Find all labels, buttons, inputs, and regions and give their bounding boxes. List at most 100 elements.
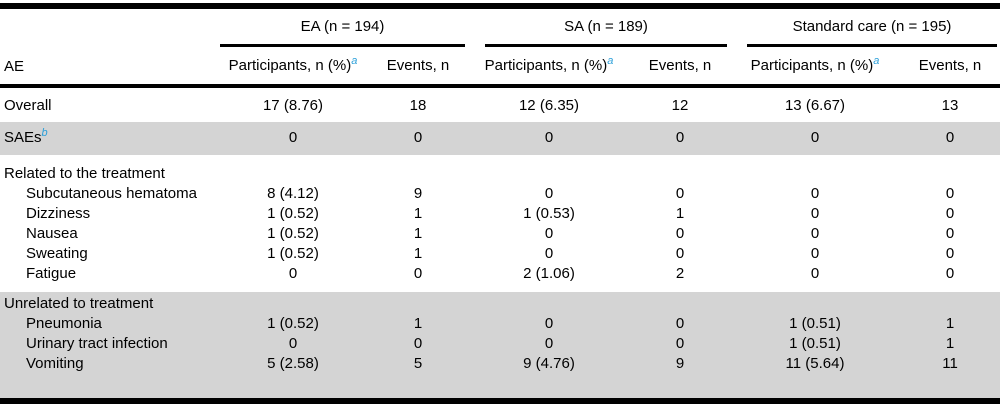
cell-value: 0 [288, 265, 298, 282]
cell-value: 5 (2.58) [218, 354, 368, 402]
cell-value: 9 (4.76) [468, 354, 630, 402]
row-label: Sweating [26, 245, 88, 262]
cell-value: 0 [368, 334, 468, 354]
table-row: Overall 17 (8.76) 18 12 (6.35) 12 13 (6.67) 13 [0, 86, 1000, 122]
row-label: Pneumonia [0, 314, 218, 334]
footnote-marker-a: a [607, 55, 614, 67]
cell-value: 9 [413, 185, 423, 202]
group-header-label: SA (n = 189) [485, 17, 727, 47]
cell-value: 0 [675, 225, 685, 242]
row-label: Unrelated to treatment [0, 284, 218, 314]
row-label: Subcutaneous hematoma [26, 185, 197, 202]
cell-value: 1 (0.52) [267, 205, 319, 222]
cell-value: 0 [730, 122, 900, 155]
cell-value: 0 [810, 185, 820, 202]
row-label: Related to the treatment [4, 165, 165, 182]
cell-value [368, 155, 468, 184]
group-header-label: EA (n = 194) [220, 17, 465, 47]
cell-value: 12 (6.35) [518, 97, 580, 114]
cell-value [900, 155, 1000, 184]
cell-value: 1 [413, 245, 423, 262]
cell-value: 2 [675, 265, 685, 282]
footnote-marker-b: b [41, 127, 48, 139]
cell-value: 0 [630, 334, 730, 354]
cell-value: 1 [368, 314, 468, 334]
cell-value: 1 [413, 225, 423, 242]
cell-value [368, 284, 468, 314]
subheader-participants-0: Participants, n (%)a [218, 47, 368, 88]
cell-value: 11 (5.64) [730, 354, 900, 402]
cell-value: 0 [810, 245, 820, 262]
subheader-events-1: Events, n [630, 47, 730, 88]
group-header-2: Standard care (n = 195) [730, 6, 1000, 47]
footnote-marker-a: a [873, 55, 880, 67]
table-section-0: Overall 17 (8.76) 18 12 (6.35) 12 13 (6.67) 13 [0, 86, 1000, 122]
row-label: Dizziness [26, 205, 91, 222]
cell-value [730, 284, 900, 314]
row-label: Vomiting [0, 354, 218, 402]
cell-value: 1 (0.53) [523, 205, 575, 222]
cell-value: 1 (0.51) [730, 334, 900, 354]
subheader-participants-2: Participants, n (%)a [730, 47, 900, 88]
cell-value: 12 [671, 97, 689, 114]
cell-value: 2 (1.06) [523, 265, 575, 282]
table-row: Pneumonia 1 (0.52) 1 0 0 1 (0.51) 1 [0, 314, 1000, 334]
cell-value: 0 [544, 245, 554, 262]
subheader-participants-1: Participants, n (%)a [468, 47, 630, 88]
table-section-3: Unrelated to treatment Pneumonia 1 (0.52) 1… [0, 284, 1000, 402]
cell-value: 1 [413, 205, 423, 222]
column-header-ae: AE [0, 6, 218, 88]
cell-value: 0 [368, 122, 468, 155]
table-row: Fatigue 0 0 2 (1.06) 2 0 0 [0, 264, 1000, 288]
cell-value: 0 [945, 205, 955, 222]
cell-value: 1 [900, 314, 1000, 334]
cell-value: 9 [630, 354, 730, 402]
table-row: Dizziness 1 (0.52) 1 1 (0.53) 1 0 0 [0, 204, 1000, 224]
cell-value: 0 [218, 334, 368, 354]
cell-value: 8 (4.12) [267, 185, 319, 202]
cell-value: 0 [810, 265, 820, 282]
cell-value: 1 (0.52) [267, 245, 319, 262]
table-row: Unrelated to treatment [0, 284, 1000, 314]
cell-value: 11 [900, 354, 1000, 402]
group-header-row: AE EA (n = 194) SA (n = 189) Standard care… [0, 6, 1000, 88]
cell-value [218, 155, 368, 184]
cell-value [468, 284, 630, 314]
subheader-events-2: Events, n [900, 47, 1000, 88]
cell-value: 1 [900, 334, 1000, 354]
cell-value: 0 [945, 265, 955, 282]
row-label: Urinary tract infection [0, 334, 218, 354]
cell-value: 1 (0.52) [218, 314, 368, 334]
row-label: SAEsb [0, 122, 218, 155]
cell-value: 0 [544, 225, 554, 242]
cell-value: 0 [900, 122, 1000, 155]
cell-value: 0 [675, 245, 685, 262]
subheader-events-0: Events, n [368, 47, 468, 88]
footnote-marker-a: a [351, 55, 358, 67]
cell-value [218, 284, 368, 314]
cell-value [468, 155, 630, 184]
cell-value: 0 [630, 122, 730, 155]
cell-value: 0 [218, 122, 368, 155]
row-label: Overall [4, 97, 52, 114]
group-header-0: EA (n = 194) [218, 6, 468, 47]
table-section-1: SAEsb 0 0 0 0 0 0 [0, 122, 1000, 155]
row-label: Fatigue [26, 265, 77, 282]
group-header-1: SA (n = 189) [468, 6, 730, 47]
cell-value: 17 (8.76) [262, 97, 324, 114]
table-section-2: Related to the treatment Subcutaneous hem… [0, 155, 1000, 288]
cell-value: 1 [675, 205, 685, 222]
cell-value: 0 [468, 334, 630, 354]
table-row: Urinary tract infection 0 0 0 0 1 (0.51) 1 [0, 334, 1000, 354]
cell-value: 0 [630, 314, 730, 334]
table-row: SAEsb 0 0 0 0 0 0 [0, 122, 1000, 155]
table-row: Related to the treatment [0, 155, 1000, 184]
cell-value: 0 [468, 122, 630, 155]
table-row: Nausea 1 (0.52) 1 0 0 0 0 [0, 224, 1000, 244]
table-row: Subcutaneous hematoma 8 (4.12) 9 0 0 0 0 [0, 184, 1000, 204]
cell-value: 13 [941, 97, 959, 114]
cell-value: 1 (0.52) [267, 225, 319, 242]
cell-value: 13 (6.67) [784, 97, 846, 114]
cell-value: 0 [468, 314, 630, 334]
